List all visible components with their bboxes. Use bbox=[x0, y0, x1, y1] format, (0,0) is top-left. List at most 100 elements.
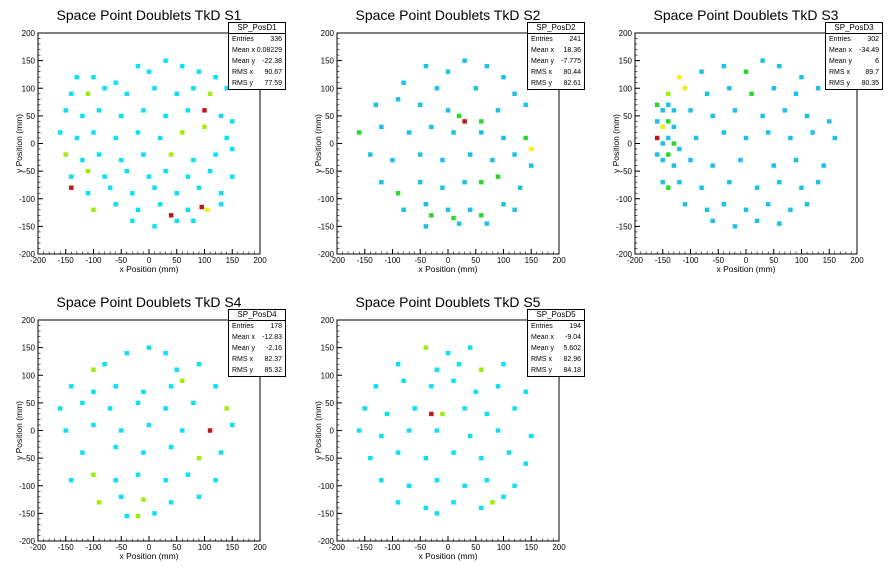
heatmap-cell bbox=[146, 345, 152, 350]
heatmap-cell bbox=[230, 119, 235, 124]
heatmap-cell bbox=[710, 113, 715, 119]
heatmap-cell bbox=[660, 179, 665, 185]
heatmap-cell bbox=[827, 119, 832, 124]
heatmap-cell bbox=[423, 345, 429, 350]
x-tick-label: 100 bbox=[497, 543, 511, 552]
heatmap-cell bbox=[163, 350, 168, 356]
heatmap-cell bbox=[434, 511, 440, 516]
heatmap-cell bbox=[213, 384, 218, 389]
heatmap-cell bbox=[202, 108, 207, 113]
heatmap-cell bbox=[196, 69, 202, 74]
heatmap-cell bbox=[479, 505, 484, 511]
heatmap-cell bbox=[224, 135, 229, 141]
heatmap-cell bbox=[157, 202, 163, 207]
heatmap-cell bbox=[85, 168, 91, 174]
x-tick-label: 100 bbox=[795, 256, 809, 265]
heatmap-cell bbox=[760, 58, 765, 63]
heatmap-cell bbox=[666, 135, 671, 141]
heatmap-cell bbox=[119, 113, 124, 119]
heatmap-cell bbox=[666, 185, 671, 190]
heatmap-cell bbox=[462, 406, 467, 411]
stats-row: RMS x 80.44 bbox=[531, 69, 581, 76]
heatmap-cell bbox=[384, 411, 390, 417]
heatmap-cell bbox=[91, 367, 96, 372]
heatmap-cell bbox=[174, 191, 179, 196]
heatmap-cell bbox=[119, 428, 124, 433]
stats-row: Entries 194 bbox=[531, 323, 581, 330]
heatmap-cell bbox=[191, 218, 196, 224]
y-tick-label: -50 bbox=[23, 454, 35, 463]
heatmap-cell bbox=[754, 185, 760, 190]
heatmap-cell bbox=[495, 174, 501, 179]
heatmap-cell bbox=[406, 130, 412, 135]
heatmap-cell bbox=[799, 74, 804, 80]
x-tick-label: -150 bbox=[58, 256, 75, 265]
heatmap-cell bbox=[135, 63, 141, 69]
y-tick-label: 200 bbox=[321, 316, 335, 325]
heatmap-cell bbox=[501, 494, 506, 500]
x-tick-label: 50 bbox=[471, 543, 480, 552]
heatmap-cell bbox=[174, 367, 179, 372]
heatmap-cell bbox=[479, 367, 484, 372]
heatmap-cell bbox=[821, 163, 826, 168]
x-tick-label: -50 bbox=[712, 256, 724, 265]
stats-box-s4: SP_PosD4 Entries 178 Mean x -12.83 Mean y-… bbox=[228, 309, 286, 377]
heatmap-cell bbox=[224, 406, 229, 411]
heatmap-cell bbox=[490, 157, 495, 163]
heatmap-cell bbox=[677, 146, 682, 152]
heatmap-cell bbox=[479, 455, 484, 461]
panel-s2: Space Point Doublets TkD S2 -200 -150 -100 -… bbox=[313, 7, 566, 274]
heatmap-cell bbox=[146, 69, 152, 74]
stats-row: RMS y 85.32 bbox=[232, 367, 282, 374]
heatmap-cell bbox=[69, 478, 74, 483]
heatmap-cell bbox=[793, 91, 799, 96]
stats-row: RMS x 90.67 bbox=[232, 69, 282, 76]
heatmap-cell bbox=[180, 130, 185, 135]
stats-row: RMS x 82.37 bbox=[232, 356, 282, 363]
y-tick-label: 0 bbox=[31, 427, 36, 436]
heatmap-cell bbox=[180, 378, 185, 383]
x-tick-label: 0 bbox=[446, 256, 451, 265]
y-tick-label: -100 bbox=[19, 482, 36, 491]
heatmap-cell bbox=[373, 384, 379, 389]
heatmap-cell bbox=[163, 406, 168, 411]
heatmap-cell bbox=[80, 400, 85, 406]
heatmap-cell bbox=[484, 478, 490, 483]
heatmap-cell bbox=[423, 224, 429, 229]
heatmap-cell bbox=[180, 63, 185, 69]
heatmap-cell bbox=[479, 130, 484, 135]
heatmap-cell bbox=[107, 406, 113, 411]
heatmap-cell bbox=[479, 119, 484, 124]
heatmap-cell bbox=[688, 157, 693, 163]
heatmap-cell bbox=[152, 511, 157, 516]
heatmap-cell bbox=[113, 384, 118, 389]
heatmap-cell bbox=[517, 185, 523, 190]
heatmap-cell bbox=[96, 152, 102, 157]
heatmap-cell bbox=[810, 130, 815, 135]
heatmap-cell bbox=[529, 433, 534, 439]
stats-name: SP_PosD5 bbox=[528, 310, 584, 321]
heatmap-cell bbox=[666, 119, 671, 124]
y-tick-label: 0 bbox=[628, 140, 633, 149]
heatmap-cell bbox=[743, 69, 749, 74]
heatmap-cell bbox=[423, 455, 429, 461]
heatmap-cell bbox=[671, 163, 677, 168]
heatmap-cell bbox=[429, 384, 434, 389]
stats-box-s5: SP_PosD5 Entries 194 Mean x -9.04 Mean y 5.… bbox=[527, 309, 585, 377]
x-tick-label: 150 bbox=[226, 543, 240, 552]
y-tick-label: 100 bbox=[22, 371, 36, 380]
heatmap-cell bbox=[91, 207, 96, 213]
y-tick-label: 200 bbox=[22, 316, 36, 325]
heatmap-cell bbox=[401, 378, 406, 383]
stats-row: Entries 241 bbox=[531, 36, 581, 43]
heatmap-cell bbox=[777, 221, 782, 226]
heatmap-cell bbox=[218, 450, 224, 455]
heatmap-cell bbox=[124, 350, 130, 356]
heatmap-cell bbox=[501, 135, 506, 141]
x-tick-label: -150 bbox=[357, 256, 374, 265]
heatmap-cell bbox=[180, 428, 185, 433]
heatmap-cell bbox=[174, 91, 179, 96]
heatmap-cell bbox=[196, 455, 202, 461]
heatmap-cell bbox=[512, 406, 517, 411]
